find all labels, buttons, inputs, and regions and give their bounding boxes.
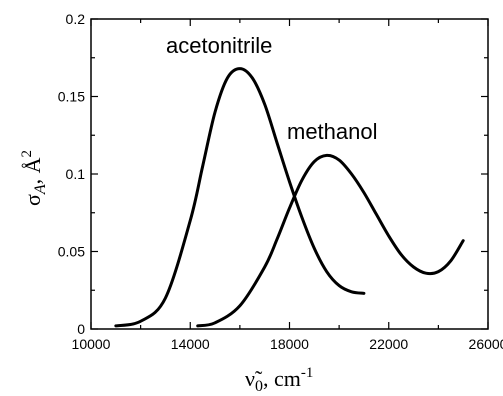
series-layer xyxy=(114,67,465,328)
x-axis-sub: 0 xyxy=(255,378,263,395)
y-tick-label: 0.2 xyxy=(66,11,86,27)
x-axis-exp: -1 xyxy=(301,365,314,381)
x-axis-label: ν̃0, cm-1 xyxy=(245,365,313,395)
y-tick-label: 0.1 xyxy=(66,166,86,182)
x-tick-label: 10000 xyxy=(72,336,111,352)
x-tick-label: 18000 xyxy=(270,336,309,352)
series-line-acetonitrile xyxy=(114,67,366,328)
y-axis-unit: , Å xyxy=(20,157,45,184)
x-tick-label: 14000 xyxy=(171,336,210,352)
y-tick-label: 0.05 xyxy=(58,244,85,260)
series-label-methanol: methanol xyxy=(287,119,378,144)
y-axis-symbol: σ xyxy=(20,194,45,206)
y-axis-sub: A xyxy=(32,184,49,195)
x-axis-unit: , cm xyxy=(263,366,301,391)
y-axis-exp: 2 xyxy=(19,150,35,158)
series-line-methanol xyxy=(196,153,465,328)
axis-ticks xyxy=(90,18,489,330)
plot-frame xyxy=(90,18,489,330)
svg-text:ν̃0, cm-1: ν̃0, cm-1 xyxy=(245,365,313,395)
y-axis-label: σA, Å2 xyxy=(19,150,49,206)
svg-text:σA, Å2: σA, Å2 xyxy=(19,150,49,206)
y-tick-label: 0 xyxy=(77,321,85,337)
series-label-acetonitrile: acetonitrile xyxy=(166,33,272,58)
x-tick-label: 22000 xyxy=(369,336,408,352)
y-tick-label: 0.15 xyxy=(58,89,85,105)
